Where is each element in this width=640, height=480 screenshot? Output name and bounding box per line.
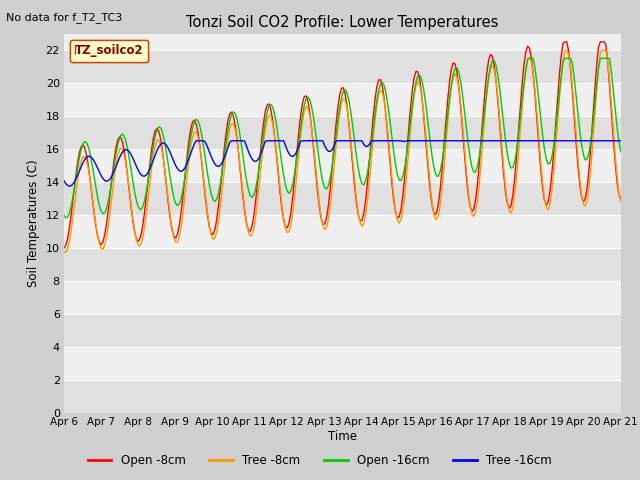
X-axis label: Time: Time	[328, 430, 357, 443]
Bar	[64, 50, 621, 83]
Legend: Open -8cm, Tree -8cm, Open -16cm, Tree -16cm: Open -8cm, Tree -8cm, Open -16cm, Tree -…	[83, 449, 557, 472]
Bar	[64, 182, 621, 215]
Legend: TZ_soilco2: TZ_soilco2	[70, 39, 148, 62]
Text: No data for f_T2_TC3: No data for f_T2_TC3	[6, 12, 123, 23]
Bar	[64, 380, 621, 413]
Title: Tonzi Soil CO2 Profile: Lower Temperatures: Tonzi Soil CO2 Profile: Lower Temperatur…	[186, 15, 499, 30]
Y-axis label: Soil Temperatures (C): Soil Temperatures (C)	[27, 159, 40, 287]
Bar	[64, 314, 621, 347]
Bar	[64, 116, 621, 149]
Bar	[64, 248, 621, 281]
